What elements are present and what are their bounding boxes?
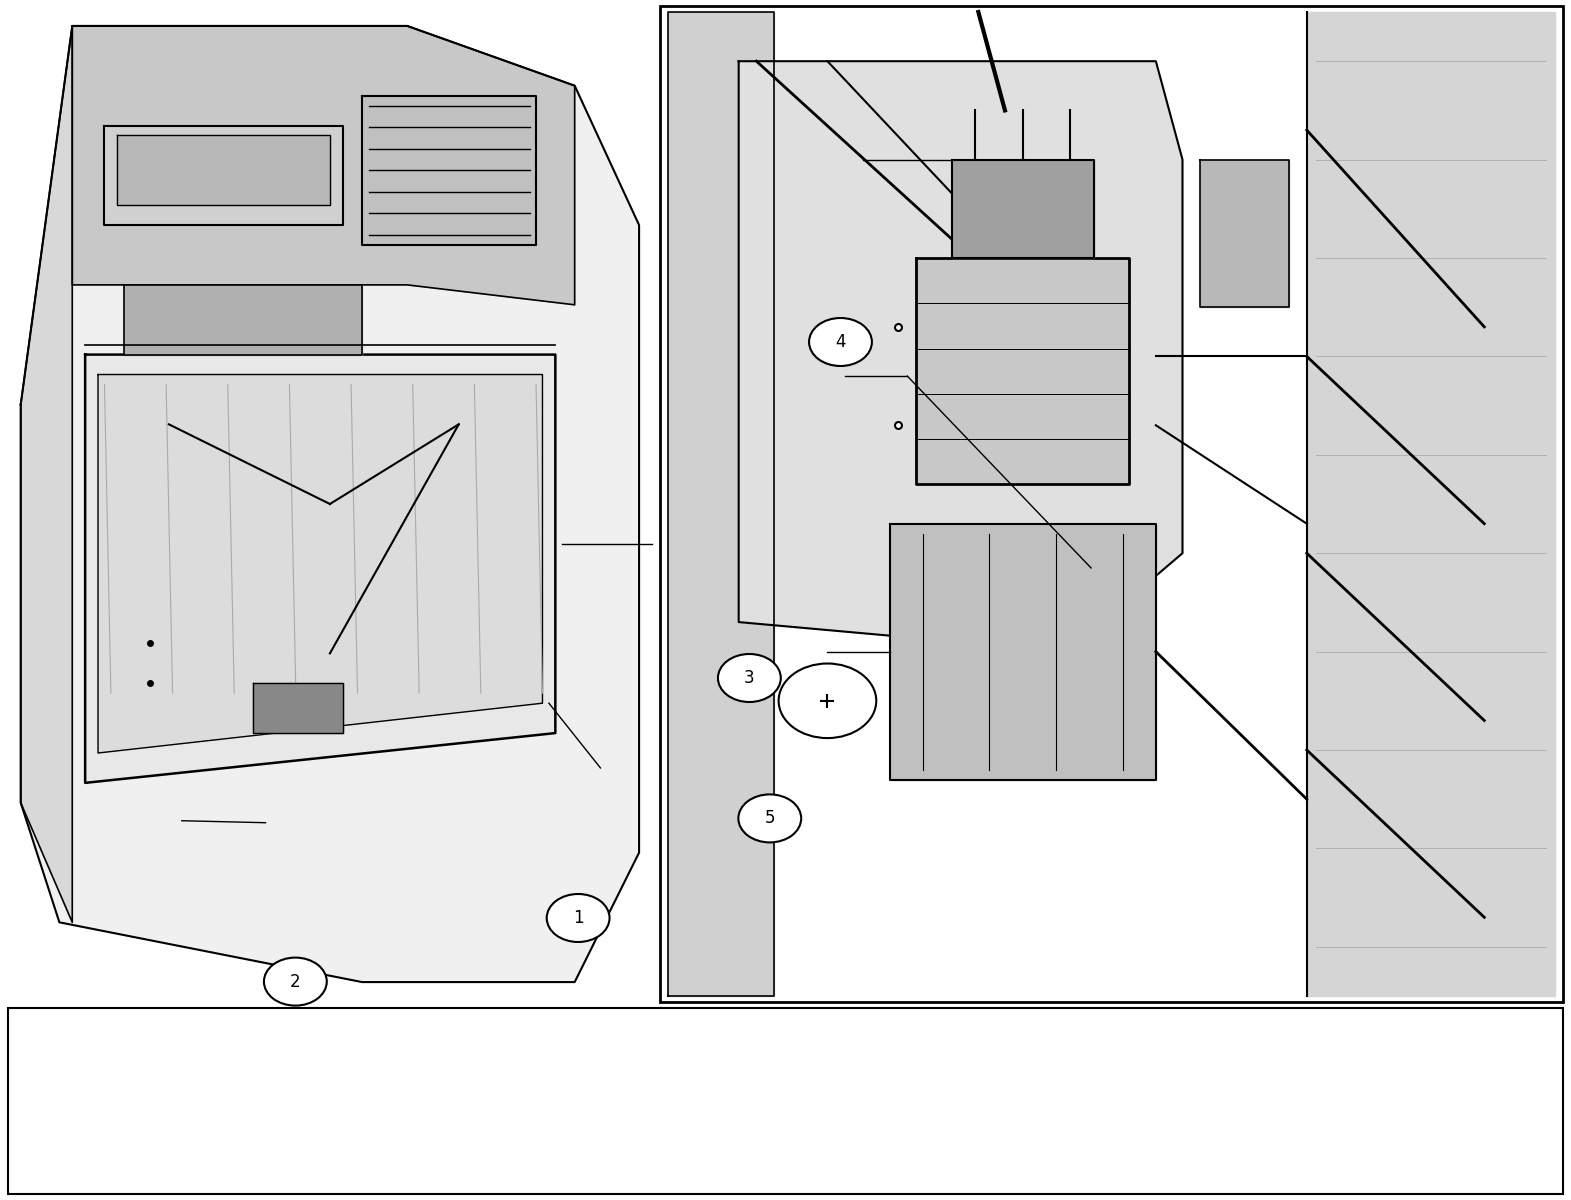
Text: 2: 2	[291, 972, 300, 991]
Polygon shape	[668, 12, 1555, 996]
Text: 5 19E624 Blower motor speed control (Electronic Automatic Temperature Control (E: 5 19E624 Blower motor speed control (Ele…	[19, 1150, 699, 1164]
Circle shape	[738, 794, 801, 842]
Polygon shape	[118, 136, 330, 205]
Polygon shape	[20, 26, 72, 923]
Polygon shape	[889, 523, 1156, 780]
Circle shape	[547, 894, 610, 942]
Text: Item Part Number Description: Item Part Number Description	[19, 1022, 255, 1037]
Polygon shape	[916, 258, 1130, 485]
FancyBboxPatch shape	[8, 1008, 1563, 1194]
Polygon shape	[738, 61, 1183, 652]
Polygon shape	[97, 374, 542, 754]
Text: 4 19C603 Blower motor speed control electrical connector: 4 19C603 Blower motor speed control elec…	[19, 1124, 424, 1139]
Polygon shape	[1200, 160, 1288, 307]
Text: 3: 3	[745, 670, 754, 686]
Text: 3 — Blower motor speed control screw (2 required): 3 — Blower motor speed control screw (2 …	[19, 1099, 374, 1112]
Polygon shape	[104, 126, 342, 226]
Polygon shape	[72, 26, 575, 305]
Circle shape	[809, 318, 872, 366]
FancyBboxPatch shape	[660, 6, 1563, 1002]
Polygon shape	[20, 26, 639, 982]
Polygon shape	[124, 284, 361, 355]
Text: 1 7806200 Glove compartment damper: 1 7806200 Glove compartment damper	[19, 1048, 295, 1062]
Polygon shape	[361, 96, 536, 245]
Text: 5: 5	[765, 809, 775, 828]
Polygon shape	[85, 355, 555, 782]
Circle shape	[718, 654, 781, 702]
Circle shape	[264, 958, 327, 1006]
Polygon shape	[1307, 12, 1555, 996]
Text: 2 7806024 Glove compartment: 2 7806024 Glove compartment	[19, 1073, 237, 1087]
Polygon shape	[253, 683, 342, 733]
Polygon shape	[668, 12, 775, 996]
Text: 4: 4	[836, 332, 845, 350]
Text: 1: 1	[573, 910, 583, 926]
Polygon shape	[952, 160, 1093, 258]
Text: 5 19A706 Blower motor resistor (Electronic Manual Temperature Control (EMTC) veh: 5 19A706 Blower motor resistor (Electron…	[19, 1175, 641, 1189]
